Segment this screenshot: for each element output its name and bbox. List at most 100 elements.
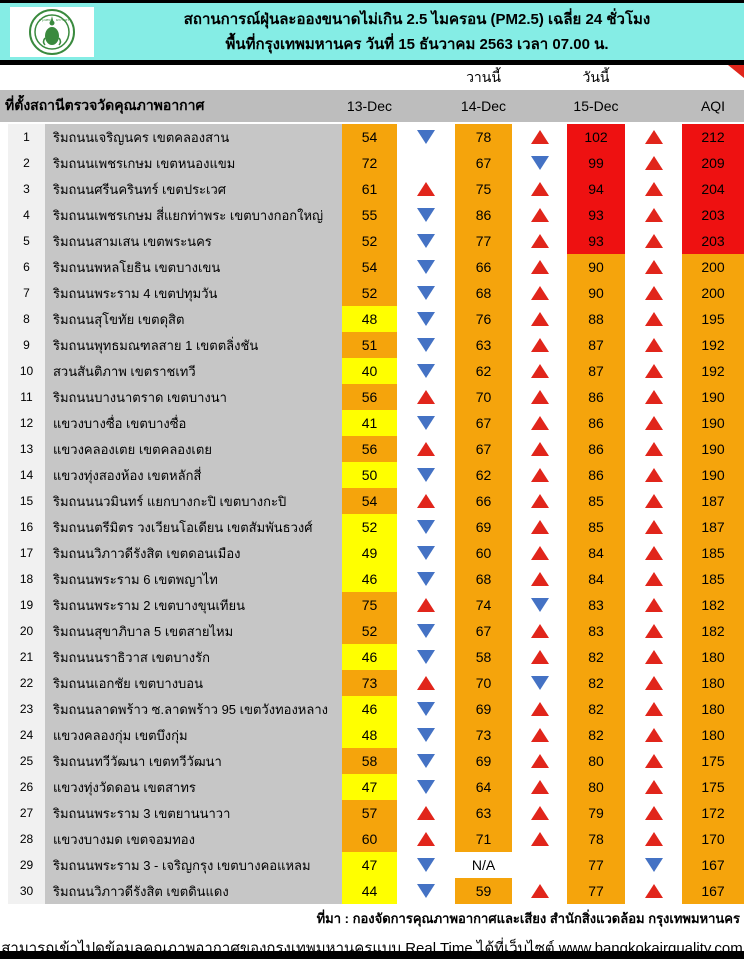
pm25-14dec-value: 70: [455, 670, 512, 696]
trend-up-icon: [512, 462, 567, 488]
trend-up-icon: [397, 670, 455, 696]
aqi-value: 203: [682, 228, 744, 254]
station-column-header: ที่ตั้งสถานีตรวจวัดคุณภาพอากาศ: [5, 97, 205, 113]
aqi-value: 187: [682, 488, 744, 514]
table-row: 5 ริมถนนสามเสน เขตพระนคร 52 77 93 203: [0, 228, 744, 254]
pm25-13dec-value: 40: [342, 358, 397, 384]
station-name: ริมถนนนราธิวาส เขตบางรัก: [45, 644, 342, 670]
trend-up-icon: [512, 514, 567, 540]
pm25-15dec-value: 82: [567, 670, 625, 696]
table-row: 11 ริมถนนบางนาตราด เขตบางนา 56 70 86 190: [0, 384, 744, 410]
trend-up-icon: [625, 488, 682, 514]
pm25-15dec-value: 85: [567, 514, 625, 540]
pm25-15dec-value: 79: [567, 800, 625, 826]
row-number: 26: [8, 774, 45, 800]
table-row: 3 ริมถนนศรีนครินทร์ เขตประเวศ 61 75 94 204: [0, 176, 744, 202]
trend-down-icon: [397, 410, 455, 436]
aqi-value: 192: [682, 358, 744, 384]
pm25-14dec-value: 69: [455, 514, 512, 540]
station-name: ริมถนนวิภาวดีรังสิต เขตดินแดง: [45, 878, 342, 904]
row-number: 11: [8, 384, 45, 410]
row-number: 13: [8, 436, 45, 462]
aqi-value: 175: [682, 748, 744, 774]
pm25-15dec-value: 83: [567, 618, 625, 644]
left-margin: [0, 436, 8, 462]
pm25-14dec-value: 70: [455, 384, 512, 410]
svg-text:กรุงเทพ: กรุงเทพ: [39, 18, 51, 23]
left-margin: [0, 306, 8, 332]
station-name: ริมถนนพระราม 3 - เจริญกรุง เขตบางคอแหลม: [45, 852, 342, 878]
table-body: 1 ริมถนนเจริญนคร เขตคลองสาน 54 78 102 212 2 ริม…: [0, 124, 744, 904]
aqi-value: 203: [682, 202, 744, 228]
trend-up-icon: [397, 592, 455, 618]
aqi-value: 167: [682, 878, 744, 904]
pm25-15dec-value: 84: [567, 566, 625, 592]
yesterday-label: วานนี้: [466, 69, 501, 85]
row-number: 25: [8, 748, 45, 774]
table-row: 19 ริมถนนพระราม 2 เขตบางขุนเทียน 75 74 83 182: [0, 592, 744, 618]
row-number: 21: [8, 644, 45, 670]
station-name: ริมถนนพหลโยธิน เขตบางเขน: [45, 254, 342, 280]
aqi-value: 195: [682, 306, 744, 332]
trend-up-icon: [625, 124, 682, 150]
trend-down-icon: [397, 332, 455, 358]
station-name: ริมถนนเอกชัย เขตบางบอน: [45, 670, 342, 696]
pm25-13dec-value: 46: [342, 644, 397, 670]
pm25-14dec-value: 58: [455, 644, 512, 670]
trend-down-icon: [397, 878, 455, 904]
left-margin: [0, 384, 8, 410]
pm25-14dec-value: 63: [455, 800, 512, 826]
pm25-13dec-value: 50: [342, 462, 397, 488]
aqi-value: 190: [682, 436, 744, 462]
left-margin: [0, 176, 8, 202]
row-number: 16: [8, 514, 45, 540]
trend-down-icon: [397, 644, 455, 670]
table-row: 25 ริมถนนทวีวัฒนา เขตทวีวัฒนา 58 69 80 175: [0, 748, 744, 774]
pm25-15dec-value: 93: [567, 228, 625, 254]
trend-up-icon: [625, 514, 682, 540]
pm25-13dec-value: 44: [342, 878, 397, 904]
pm25-14dec-value: 78: [455, 124, 512, 150]
trend-up-icon: [625, 722, 682, 748]
trend-up-icon: [512, 176, 567, 202]
trend-up-icon: [397, 826, 455, 852]
pm25-15dec-value: 88: [567, 306, 625, 332]
report-titles: สถานการณ์ฝุ่นละอองขนาดไม่เกิน 2.5 ไมครอน…: [100, 3, 734, 60]
trend-up-icon: [512, 566, 567, 592]
left-margin: [0, 800, 8, 826]
aqi-value: 180: [682, 696, 744, 722]
row-number: 20: [8, 618, 45, 644]
row-number: 29: [8, 852, 45, 878]
trend-up-icon: [625, 228, 682, 254]
pm25-15dec-value: 82: [567, 644, 625, 670]
aqi-value: 212: [682, 124, 744, 150]
trend-up-icon: [512, 306, 567, 332]
trend-down-icon: [397, 280, 455, 306]
table-row: 27 ริมถนนพระราม 3 เขตยานนาวา 57 63 79 172: [0, 800, 744, 826]
pm25-15dec-value: 82: [567, 722, 625, 748]
table-row: 29 ริมถนนพระราม 3 - เจริญกรุง เขตบางคอแหล…: [0, 852, 744, 878]
left-margin: [0, 358, 8, 384]
column-header-15dec: 15-Dec: [573, 98, 619, 114]
pm25-14dec-value: N/A: [455, 852, 512, 878]
aqi-value: 185: [682, 566, 744, 592]
row-number: 8: [8, 306, 45, 332]
trend-down-icon: [397, 124, 455, 150]
trend-up-icon: [625, 670, 682, 696]
pm25-13dec-value: 54: [342, 124, 397, 150]
trend-up-icon: [512, 748, 567, 774]
trend-up-icon: [625, 644, 682, 670]
station-name: ริมถนนสุโขทัย เขตดุสิต: [45, 306, 342, 332]
trend-down-icon: [397, 254, 455, 280]
station-name: ริมถนนพระราม 4 เขตปทุมวัน: [45, 280, 342, 306]
trend-up-icon: [625, 826, 682, 852]
pm25-15dec-value: 82: [567, 696, 625, 722]
pm25-13dec-value: 54: [342, 488, 397, 514]
trend-up-icon: [625, 878, 682, 904]
table-row: 4 ริมถนนเพชรเกษม สี่แยกท่าพระ เขตบางกอกให…: [0, 202, 744, 228]
trend-down-icon: [397, 774, 455, 800]
pm25-14dec-value: 68: [455, 280, 512, 306]
station-name: ริมถนนเพชรเกษม เขตหนองแขม: [45, 150, 342, 176]
trend-down-icon: [397, 202, 455, 228]
